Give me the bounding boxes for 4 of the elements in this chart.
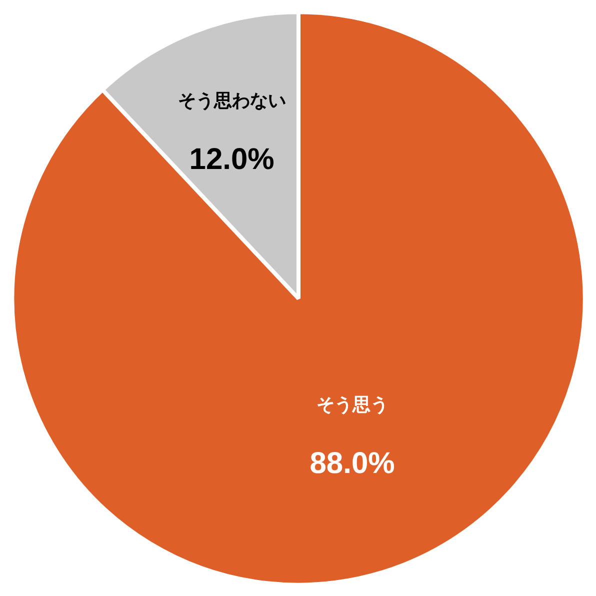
slice-label: そう思う bbox=[316, 394, 388, 416]
slice-label: そう思わない bbox=[178, 90, 286, 112]
data-label: 12.0% bbox=[189, 142, 274, 176]
data-label: 88.0% bbox=[310, 447, 395, 480]
